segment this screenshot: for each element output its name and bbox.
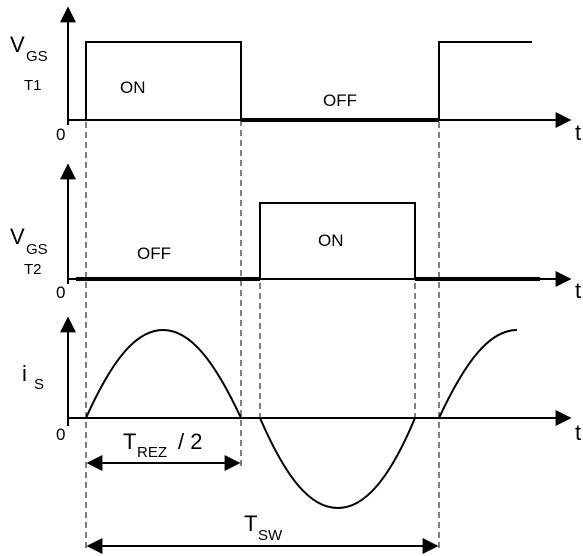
t2-signal-sub: GS	[26, 241, 48, 258]
is-positive-half-wave	[85, 328, 242, 419]
t1-origin-label: 0	[56, 125, 65, 144]
t1-gate-pulse-next	[438, 41, 532, 120]
panel-vgs-t2: V GS T2 0 t OFF ON	[10, 163, 581, 303]
t2-origin-label: 0	[56, 283, 65, 302]
t1-signal-sub: GS	[26, 48, 48, 65]
is-signal-main: i	[22, 361, 27, 386]
t2-gate-pulse-on	[259, 202, 416, 279]
switch-period-sub: SW	[258, 527, 283, 544]
timing-guides	[85, 42, 440, 552]
is-negative-half-wave	[259, 417, 416, 510]
t1-state-off-label: OFF	[323, 91, 357, 110]
is-axis-label: t	[575, 420, 581, 445]
t2-signal-tag: T2	[24, 261, 42, 278]
t2-signal-main: V	[10, 224, 25, 249]
half-period-main: T	[123, 429, 136, 454]
is-origin-label: 0	[56, 425, 65, 444]
dimension-switch-period: T SW	[86, 511, 439, 554]
panel-vgs-t1: V GS T1 0 t ON OFF	[10, 6, 581, 145]
t2-state-on-label: ON	[318, 231, 344, 250]
t2-axis-label: t	[575, 278, 581, 303]
t1-signal-tag: T1	[24, 77, 42, 94]
panel-current-is: i S 0 t	[22, 316, 581, 510]
half-period-sub: REZ	[137, 444, 167, 461]
t2-state-off-label: OFF	[137, 244, 171, 263]
t1-signal-main: V	[10, 32, 25, 57]
t1-gate-pulse-on	[76, 41, 242, 121]
is-next-half-wave	[438, 329, 518, 419]
dimension-half-period: T REZ / 2	[86, 429, 241, 471]
half-period-suffix: / 2	[178, 429, 202, 454]
t1-axis-label: t	[575, 120, 581, 145]
switch-period-main: T	[244, 511, 257, 536]
t1-state-on-label: ON	[120, 78, 146, 97]
is-signal-sub: S	[34, 376, 44, 393]
